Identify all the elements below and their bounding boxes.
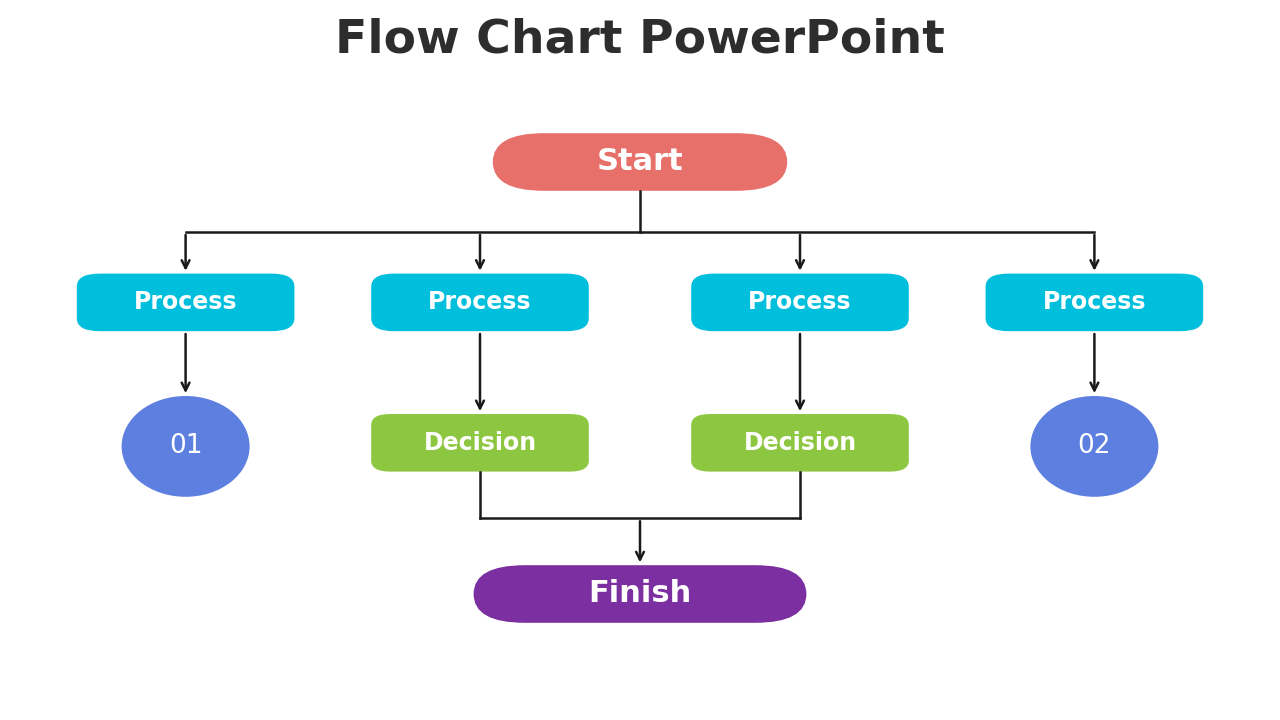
- FancyBboxPatch shape: [77, 274, 294, 331]
- Text: 02: 02: [1078, 433, 1111, 459]
- FancyBboxPatch shape: [371, 274, 589, 331]
- Text: Process: Process: [749, 290, 851, 315]
- Text: Process: Process: [1043, 290, 1146, 315]
- FancyBboxPatch shape: [691, 274, 909, 331]
- FancyBboxPatch shape: [371, 414, 589, 472]
- FancyBboxPatch shape: [474, 565, 806, 623]
- Text: Finish: Finish: [589, 580, 691, 608]
- Text: Start: Start: [596, 148, 684, 176]
- FancyBboxPatch shape: [986, 274, 1203, 331]
- Text: Process: Process: [429, 290, 531, 315]
- FancyBboxPatch shape: [493, 133, 787, 191]
- Text: Decision: Decision: [744, 431, 856, 455]
- Text: 01: 01: [169, 433, 202, 459]
- Text: Decision: Decision: [424, 431, 536, 455]
- FancyBboxPatch shape: [691, 414, 909, 472]
- Text: Process: Process: [134, 290, 237, 315]
- Ellipse shape: [122, 396, 250, 497]
- Text: Flow Chart PowerPoint: Flow Chart PowerPoint: [335, 17, 945, 62]
- Ellipse shape: [1030, 396, 1158, 497]
